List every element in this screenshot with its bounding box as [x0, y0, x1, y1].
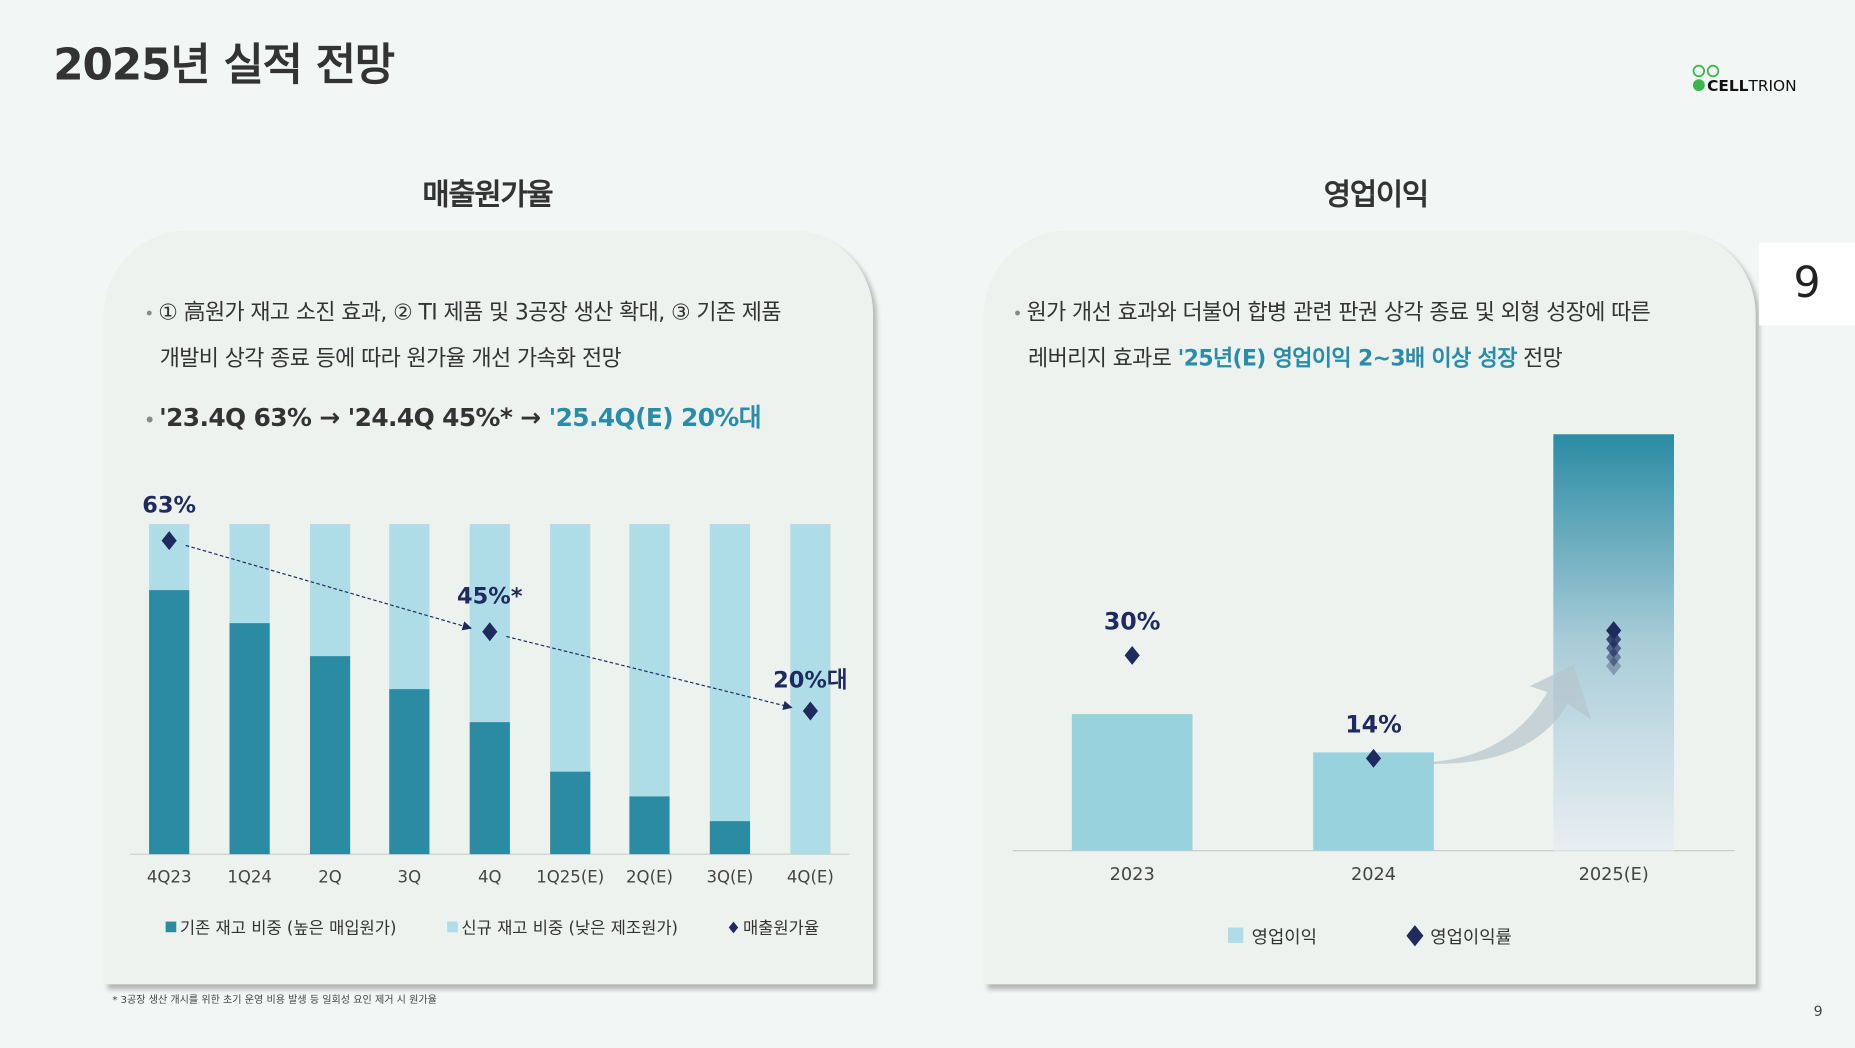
legend-label-profit: 영업이익: [1252, 927, 1317, 948]
bar-existing-inventory: [309, 656, 351, 855]
cost-ratio-label: 20%대: [773, 667, 847, 693]
trend-arrow: [185, 544, 472, 631]
legend-diamond-icon: [1406, 925, 1424, 947]
operating-margin-label: 30%: [1104, 607, 1161, 635]
legend-label-existing: 기존 재고 비중 (높은 매입원가): [180, 918, 397, 937]
growth-arrow-icon: [1398, 664, 1592, 764]
legend-diamond-icon: [728, 921, 739, 934]
bar-new-inventory: [629, 524, 670, 797]
cost-ratio-label: 63%: [142, 492, 196, 518]
right-bullet-1: • 원가 개선 효과와 더불어 합병 관련 판권 상각 종료 및 외형 성장에 따…: [1012, 300, 1651, 372]
operating-margin-marker-stack: [1606, 621, 1622, 641]
cost-ratio-marker: [482, 622, 498, 642]
profit-growth-highlight: '25년(E) 영업이익 2~3배 이상 성장: [1177, 346, 1518, 372]
bar-existing-inventory: [389, 689, 430, 855]
left-bullet-2: • '23.4Q 63% → '24.4Q 45%* → '25.4Q(E) 20…: [144, 403, 762, 432]
page-title: 2025년 실적 전망: [53, 39, 395, 90]
x-tick-label: 4Q(E): [787, 868, 834, 887]
legend-label-new: 신규 재고 비중 (낮은 제조원가): [461, 918, 678, 937]
bar-operating-profit: [1313, 752, 1434, 851]
bar-new-inventory: [790, 524, 831, 855]
cost-ratio-marker: [802, 701, 818, 721]
right-section-title: 영업이익: [1323, 177, 1429, 212]
legend-swatch-profit: [1227, 927, 1244, 943]
bar-new-inventory: [389, 524, 430, 690]
x-tick-label: 3Q: [398, 868, 422, 887]
x-tick-label: 2024: [1351, 865, 1396, 885]
x-tick-label: 1Q24: [227, 868, 272, 887]
right-bullet-line2-end: 전망: [1516, 346, 1563, 372]
bar-existing-inventory: [709, 821, 751, 855]
bar-existing-inventory: [229, 623, 270, 855]
x-tick-label: 2Q: [318, 868, 342, 887]
x-tick-label: 4Q: [478, 868, 502, 887]
left-bullet-1-line2: 개발비 상각 종료 등에 따라 원가율 개선 가속화 전망: [159, 346, 622, 372]
bar-new-inventory: [229, 524, 270, 624]
legend-label-ratio: 매출원가율: [743, 918, 819, 937]
operating-margin-marker-stack: [1606, 656, 1622, 676]
legend-swatch-new: [447, 921, 458, 933]
left-section-title: 매출원가율: [422, 177, 553, 212]
bar-existing-inventory: [469, 722, 510, 855]
x-tick-label: 2Q(E): [626, 868, 673, 887]
ratio-target-text: '25.4Q(E) 20%대: [548, 403, 762, 432]
ratio-trend-text: '23.4Q 63% → '24.4Q 45%* →: [159, 403, 549, 432]
bar-existing-inventory: [550, 771, 591, 855]
bar-existing-inventory: [629, 796, 670, 855]
celltrion-logo: CELLTRION: [1692, 64, 1797, 95]
bar-operating-profit: [1071, 714, 1193, 851]
footnote: * 3공장 생산 개시를 위한 초기 운영 비용 발생 등 일회성 요인 제거 …: [112, 994, 437, 1007]
trend-arrow: [506, 635, 793, 711]
operating-margin-marker: [1365, 748, 1382, 768]
operating-margin-label: 14%: [1345, 710, 1402, 738]
svg-text:CELLTRION: CELLTRION: [1707, 77, 1797, 95]
x-tick-label: 4Q23: [147, 868, 192, 887]
legend-swatch-existing: [165, 921, 177, 933]
x-tick-label: 2023: [1110, 865, 1155, 885]
bar-new-inventory: [709, 524, 751, 822]
operating-margin-marker: [1124, 645, 1140, 665]
legend-label-margin: 영업이익률: [1430, 927, 1512, 948]
left-bullet-1-line1: ① 高원가 재고 소진 효과, ② TI 제품 및 3공장 생산 확대, ③ 기…: [158, 300, 781, 326]
right-bullet-line2: 레버리지 효과로: [1028, 346, 1178, 372]
page-number: 9: [1813, 1003, 1823, 1020]
bar-new-inventory: [309, 524, 351, 657]
page-tab: 9: [1759, 242, 1855, 326]
cost-ratio-label: 45%*: [457, 583, 523, 609]
x-tick-label: 3Q(E): [706, 868, 753, 887]
bar-existing-inventory: [149, 590, 190, 855]
x-tick-label: 1Q25(E): [536, 868, 604, 887]
bar-new-inventory: [550, 524, 591, 772]
x-tick-label: 2025(E): [1579, 865, 1649, 885]
right-bullet-line1: 원가 개선 효과와 더불어 합병 관련 판권 상각 종료 및 외형 성장에 따른: [1026, 300, 1651, 326]
left-bullet-1: • ① 高원가 재고 소진 효과, ② TI 제품 및 3공장 생산 확대, ③ …: [144, 300, 781, 372]
